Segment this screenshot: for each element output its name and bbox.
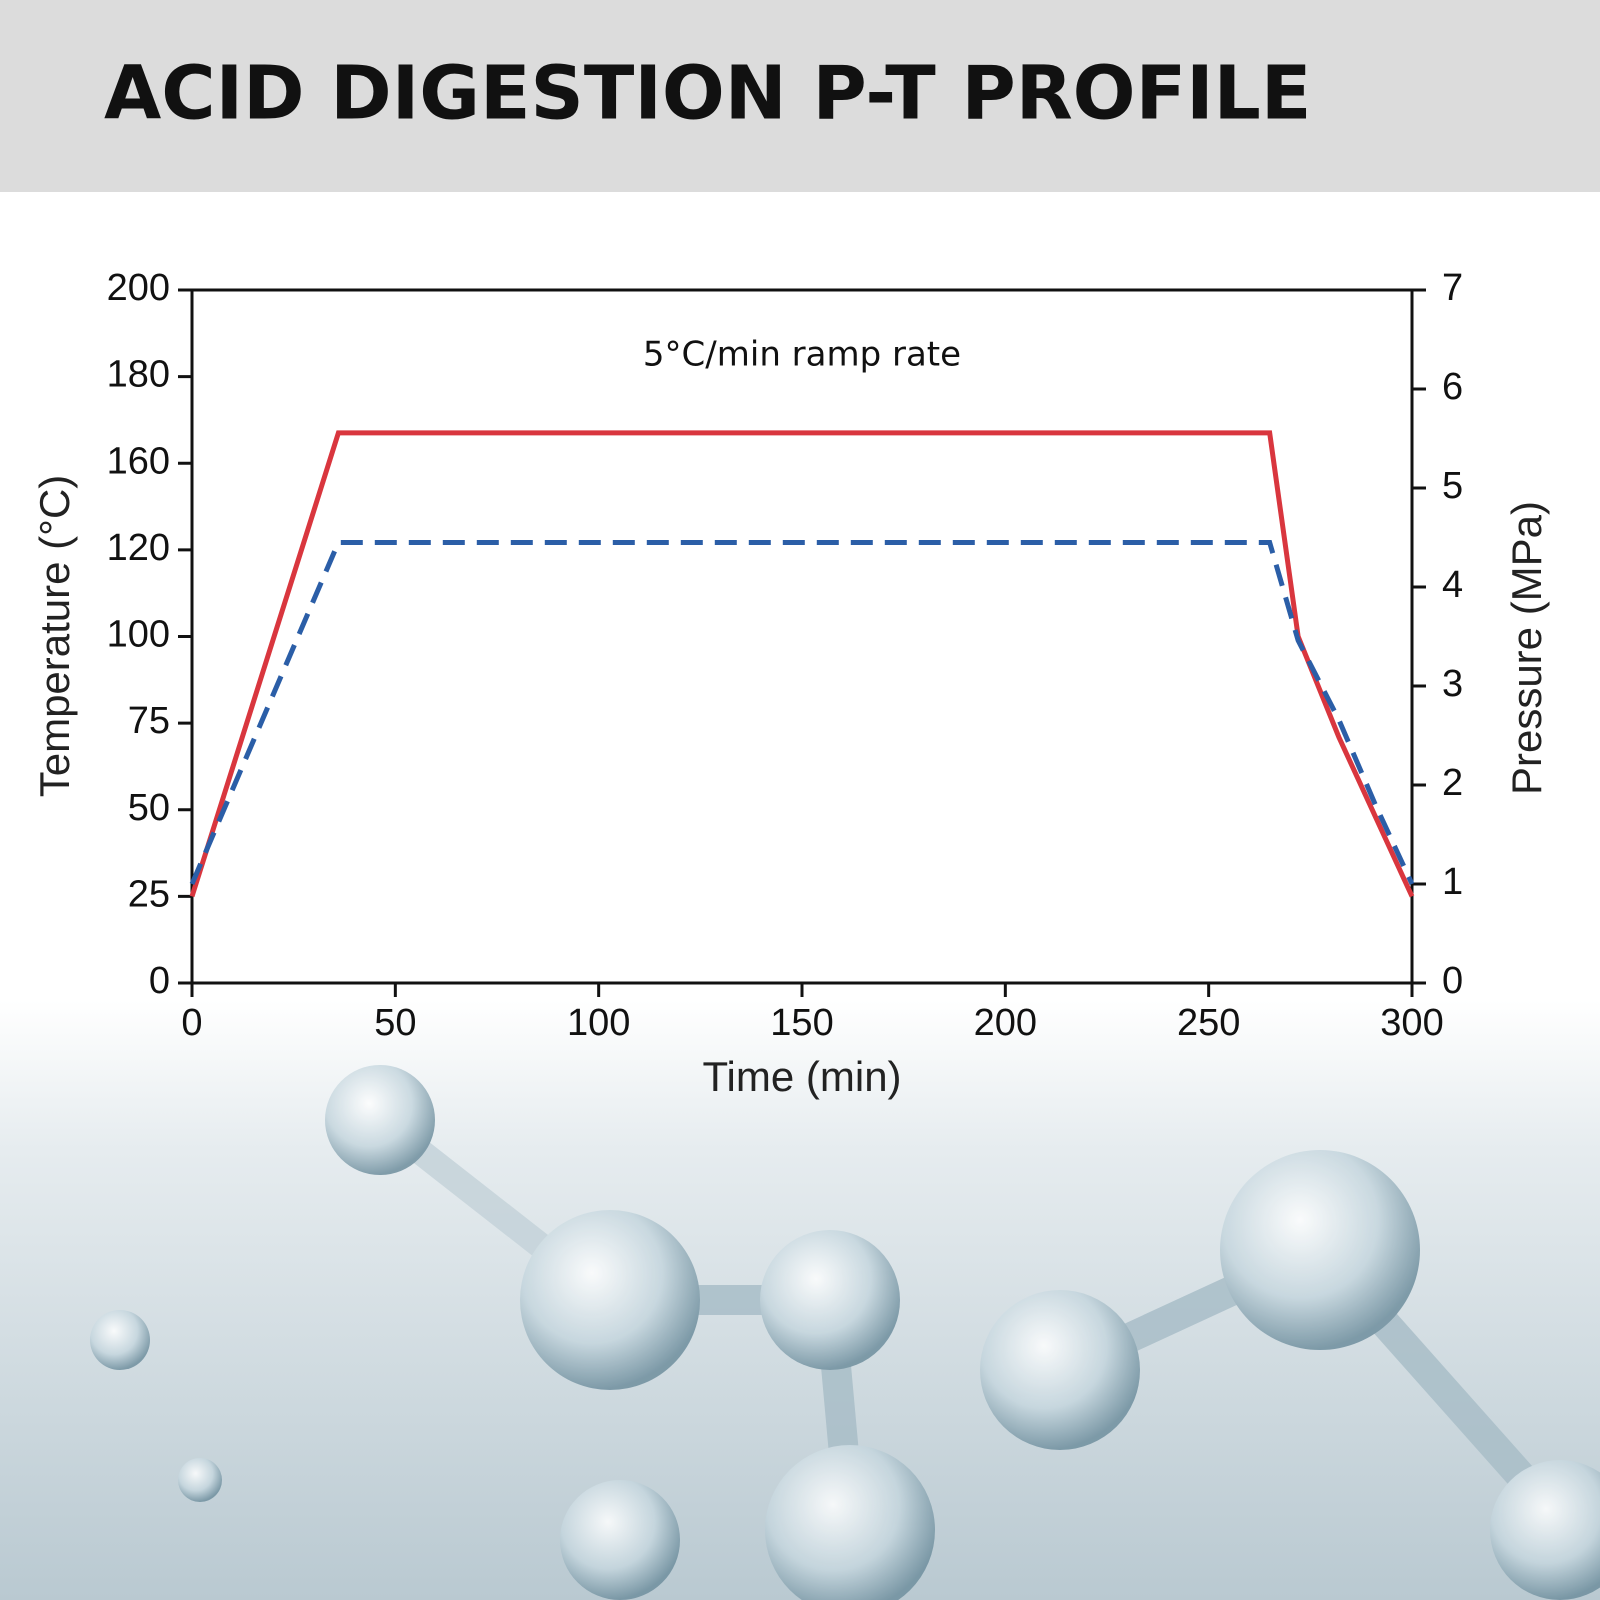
y-tick-label: 100 [107, 614, 170, 656]
series-line [189, 539, 1415, 886]
y2-tick-label: 0 [1442, 960, 1463, 1002]
molecule-decoration [90, 1065, 1600, 1600]
y-tick-label: 50 [128, 787, 170, 829]
x-tick-label: 300 [1380, 1002, 1443, 1044]
y-tick-label: 0 [149, 960, 170, 1002]
x-tick-label: 0 [181, 1002, 202, 1044]
y-tick-label: 75 [128, 700, 170, 742]
y-tick-label: 160 [107, 440, 170, 482]
y2-tick-label: 2 [1442, 762, 1463, 804]
y2-tick-label: 7 [1442, 267, 1463, 309]
annotation: 5°C/min ramp rate [643, 335, 961, 375]
y2-axis-title: Pressure (MPa) [1503, 501, 1550, 795]
x-tick-label: 150 [770, 1002, 833, 1044]
y-tick-label: 200 [107, 267, 170, 309]
y-tick-label: 120 [107, 527, 170, 569]
y2-tick-label: 6 [1442, 366, 1463, 408]
y-tick-label: 25 [128, 873, 170, 915]
x-tick-label: 200 [974, 1002, 1037, 1044]
plot-area [190, 288, 1414, 985]
x-tick-label: 100 [567, 1002, 630, 1044]
title: ACID DIGESTION P-T PROFILE [104, 51, 1311, 137]
y2-tick-label: 1 [1442, 861, 1463, 903]
x-tick-label: 50 [374, 1002, 416, 1044]
y2-tick-label: 3 [1442, 663, 1463, 705]
y2-tick-label: 4 [1442, 564, 1463, 606]
y-tick-label: 180 [107, 354, 170, 396]
y-axis-title: Temperature (°C) [31, 475, 78, 798]
y2-tick-label: 5 [1442, 465, 1463, 507]
x-tick-label: 250 [1177, 1002, 1240, 1044]
header [0, 0, 1600, 192]
x-axis-title: Time (min) [702, 1053, 901, 1100]
